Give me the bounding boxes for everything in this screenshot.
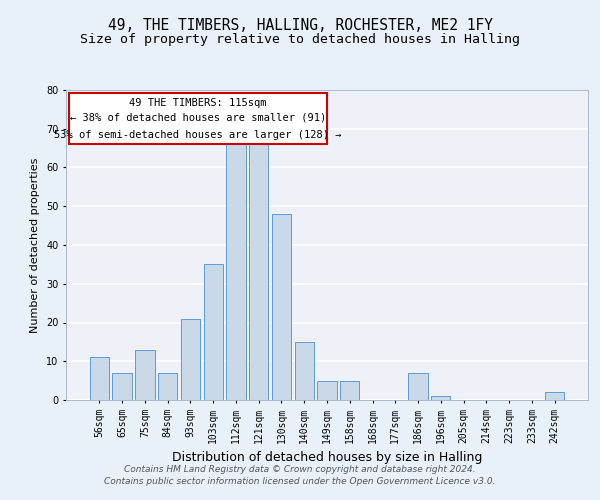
- Text: 49 THE TIMBERS: 115sqm: 49 THE TIMBERS: 115sqm: [129, 98, 266, 108]
- Y-axis label: Number of detached properties: Number of detached properties: [31, 158, 40, 332]
- Bar: [317, 380, 337, 400]
- X-axis label: Distribution of detached houses by size in Halling: Distribution of detached houses by size …: [172, 451, 482, 464]
- Text: 49, THE TIMBERS, HALLING, ROCHESTER, ME2 1FY: 49, THE TIMBERS, HALLING, ROCHESTER, ME2…: [107, 18, 493, 32]
- Bar: [431, 396, 451, 400]
- Bar: [409, 373, 428, 400]
- Bar: [90, 358, 109, 400]
- Text: Contains public sector information licensed under the Open Government Licence v3: Contains public sector information licen…: [104, 477, 496, 486]
- FancyBboxPatch shape: [68, 93, 327, 144]
- Bar: [226, 140, 245, 400]
- Bar: [181, 318, 200, 400]
- Text: Contains HM Land Registry data © Crown copyright and database right 2024.: Contains HM Land Registry data © Crown c…: [124, 465, 476, 474]
- Bar: [203, 264, 223, 400]
- Bar: [545, 392, 564, 400]
- Bar: [340, 380, 359, 400]
- Bar: [249, 140, 268, 400]
- Bar: [295, 342, 314, 400]
- Bar: [135, 350, 155, 400]
- Text: 53% of semi-detached houses are larger (128) →: 53% of semi-detached houses are larger (…: [54, 130, 341, 140]
- Text: Size of property relative to detached houses in Halling: Size of property relative to detached ho…: [80, 32, 520, 46]
- Text: ← 38% of detached houses are smaller (91): ← 38% of detached houses are smaller (91…: [70, 112, 326, 122]
- Bar: [158, 373, 178, 400]
- Bar: [112, 373, 132, 400]
- Bar: [272, 214, 291, 400]
